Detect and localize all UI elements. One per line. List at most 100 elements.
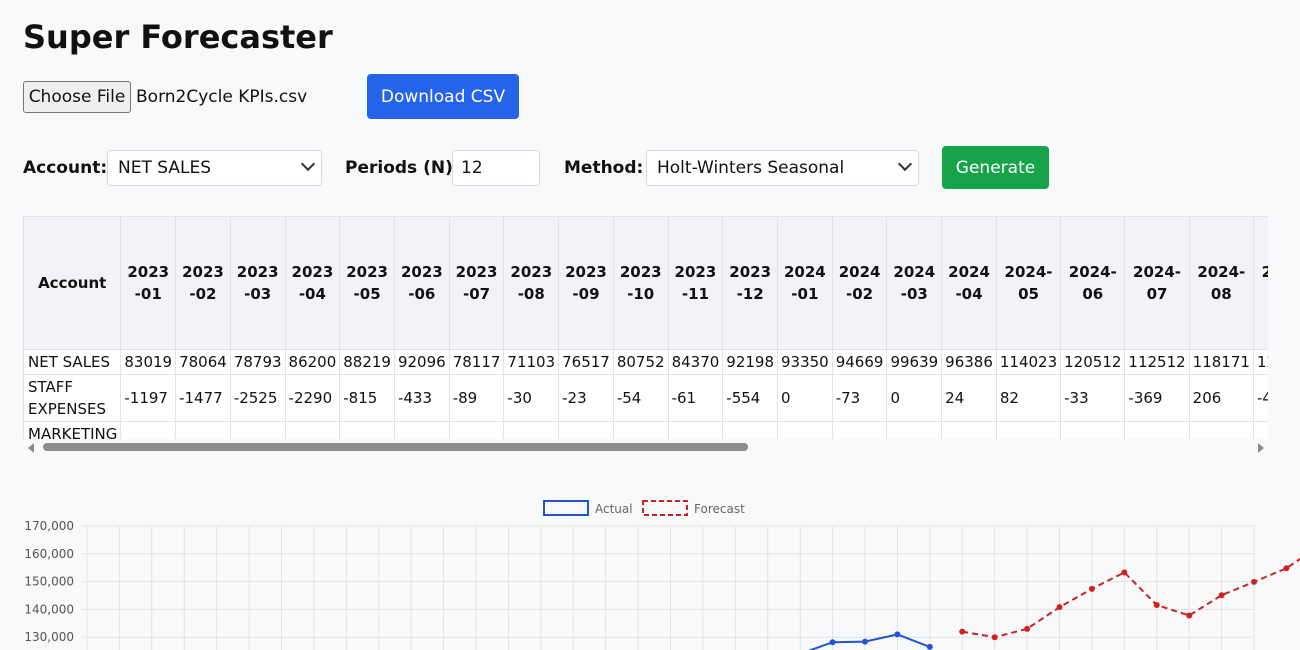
value-cell: 78793 — [229, 349, 286, 375]
value-cell: 99639 — [886, 349, 943, 375]
chevron-down-icon — [897, 156, 913, 172]
value-cell: -3624 — [886, 421, 943, 439]
value-cell: -3773 — [667, 421, 724, 439]
value-cell: 93350 — [777, 349, 833, 375]
value-cell: 84370 — [667, 349, 724, 375]
column-header: 2023-07 — [448, 216, 505, 350]
value-cell: 92198 — [722, 349, 778, 375]
data-table-container[interactable]: Account 2023-01 2023-02 2023-03 2023-04 2023-… — [23, 216, 1268, 439]
value-cell: 114023 — [995, 349, 1062, 375]
value-cell: -3067 — [777, 421, 833, 439]
value-cell: 0 — [777, 374, 833, 422]
value-cell: -2290 — [284, 374, 341, 422]
method-select[interactable]: Holt-Winters Seasonal — [646, 150, 919, 186]
column-header: 2023-02 — [175, 216, 231, 350]
value-cell: -1100 — [284, 421, 341, 439]
value-cell: -3706 — [558, 421, 614, 439]
value-cell: -1197 — [120, 374, 177, 422]
horizontal-scrollbar[interactable] — [23, 439, 1268, 455]
choose-file-button[interactable]: Choose File — [23, 81, 131, 113]
legend-swatch — [642, 500, 688, 516]
value-cell: -2932 — [941, 421, 997, 439]
value-cell: -1261 — [1188, 421, 1254, 439]
legend-label: Actual — [595, 502, 633, 516]
value-cell: -1867 — [1124, 421, 1190, 439]
column-header: 2024-02 — [831, 216, 888, 350]
column-header: 2023-01 — [120, 216, 177, 350]
value-cell: -985 — [229, 421, 286, 439]
table-row: NET SALES 83019 78064 78793 86200 88219 92096 7… — [23, 349, 1268, 375]
value-cell: 86200 — [284, 349, 341, 375]
data-point — [1251, 578, 1257, 585]
value-cell: 94669 — [831, 349, 888, 375]
account-select-value: NET SALES — [118, 158, 211, 178]
value-cell: 24 — [941, 374, 997, 422]
account-select[interactable]: NET SALES — [107, 150, 322, 186]
data-point — [1088, 585, 1095, 592]
value-cell: -444 — [1252, 374, 1268, 422]
column-header: 2023-08 — [503, 216, 560, 350]
value-cell: 88219 — [339, 349, 395, 375]
column-header: 2024-07 — [1124, 216, 1190, 350]
y-tick-label: 130,000 — [24, 630, 74, 644]
column-header: 2023-05 — [339, 216, 395, 350]
column-header-account: Account — [23, 216, 122, 350]
account-name-cell: MARKETING EXPENSES — [23, 421, 122, 439]
column-header: 2023-09 — [558, 216, 614, 350]
value-cell: -2576 — [448, 421, 505, 439]
data-point — [959, 628, 966, 635]
value-cell: -1477 — [175, 374, 231, 422]
column-header: 2024-05 — [995, 216, 1062, 350]
data-point — [1153, 601, 1160, 608]
column-header: 2024-03 — [886, 216, 943, 350]
legend-swatch — [543, 500, 589, 516]
value-cell: 120512 — [1060, 349, 1126, 375]
data-point — [862, 638, 868, 645]
data-point — [1121, 569, 1128, 576]
download-csv-button[interactable]: Download CSV — [367, 74, 519, 119]
column-header: 2023-06 — [393, 216, 450, 350]
data-point — [1056, 604, 1063, 611]
value-cell: -3334 — [503, 421, 560, 439]
account-name-cell: STAFF EXPENSES — [23, 374, 122, 422]
table-row: MARKETING EXPENSES-949-911-985-1100-2799… — [23, 421, 1268, 439]
y-tick-label: 150,000 — [24, 575, 74, 589]
column-header: 2024-06 — [1060, 216, 1126, 350]
scrollbar-thumb[interactable] — [43, 443, 748, 451]
value-cell: -3060 — [612, 421, 669, 439]
forecast-chart: 170,000 160,000 150,000 140,000 130,000 Actua… — [24, 500, 1300, 650]
value-cell: -30 — [503, 374, 560, 422]
value-cell: 0 — [886, 374, 943, 422]
value-cell: 92096 — [393, 349, 450, 375]
value-cell: -815 — [339, 374, 395, 422]
scroll-right-arrow-icon[interactable] — [1258, 443, 1264, 453]
value-cell: -8607 — [995, 421, 1062, 439]
selected-file-name: Born2Cycle KPIs.csv — [136, 87, 308, 107]
value-cell: 112512 — [1124, 349, 1190, 375]
data-point — [1186, 612, 1193, 619]
value-cell: -433 — [393, 374, 450, 422]
scroll-left-arrow-icon[interactable] — [28, 443, 34, 453]
value-cell: 83019 — [120, 349, 177, 375]
column-header: 2023-11 — [667, 216, 724, 350]
generate-button[interactable]: Generate — [942, 146, 1049, 189]
periods-input[interactable] — [452, 150, 540, 186]
value-cell: 78064 — [175, 349, 231, 375]
periods-label: Periods (N): — [345, 158, 460, 178]
value-cell: 80752 — [612, 349, 669, 375]
series-line — [962, 557, 1300, 639]
value-cell: 82 — [995, 374, 1062, 422]
legend-label: Forecast — [694, 502, 745, 516]
column-header: 2023-12 — [722, 216, 778, 350]
data-point — [1283, 565, 1290, 572]
value-cell: 118171 — [1188, 349, 1254, 375]
data-point — [926, 643, 933, 650]
y-tick-label: 160,000 — [24, 547, 74, 561]
value-cell: -2525 — [229, 374, 286, 422]
value-cell: -54 — [612, 374, 669, 422]
value-cell: -369 — [1124, 374, 1190, 422]
value-cell: 128143 — [1252, 349, 1268, 375]
column-header: 2023-03 — [229, 216, 286, 350]
column-header: 2024-08 — [1188, 216, 1254, 350]
value-cell: 71103 — [503, 349, 560, 375]
